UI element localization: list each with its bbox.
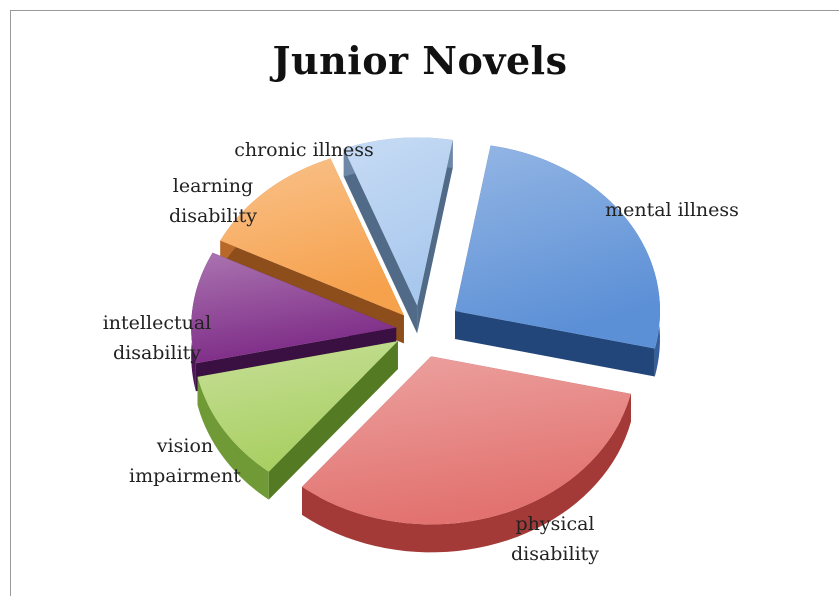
slice-wall bbox=[343, 148, 418, 334]
slice-highlight bbox=[301, 356, 631, 525]
slice-highlight bbox=[220, 158, 404, 316]
slice-wall bbox=[417, 140, 453, 334]
slice-highlight bbox=[197, 341, 398, 472]
slice-label: intellectual disability bbox=[103, 312, 212, 364]
slice-side bbox=[301, 393, 631, 553]
slice-label: vision impairment bbox=[129, 435, 241, 487]
slice-label: learning disability bbox=[169, 175, 257, 227]
chart-title: Junior Novels bbox=[272, 38, 568, 83]
slice-wall bbox=[455, 310, 655, 377]
slice-highlight bbox=[191, 252, 397, 364]
slice-wall bbox=[268, 341, 398, 500]
slice-label: chronic illness bbox=[234, 139, 374, 161]
slice-label: mental illness bbox=[605, 199, 739, 221]
slice-label: physical disability bbox=[511, 513, 599, 565]
slice-highlight bbox=[343, 137, 453, 306]
slice-side bbox=[197, 376, 269, 500]
slice-highlight bbox=[455, 145, 661, 349]
